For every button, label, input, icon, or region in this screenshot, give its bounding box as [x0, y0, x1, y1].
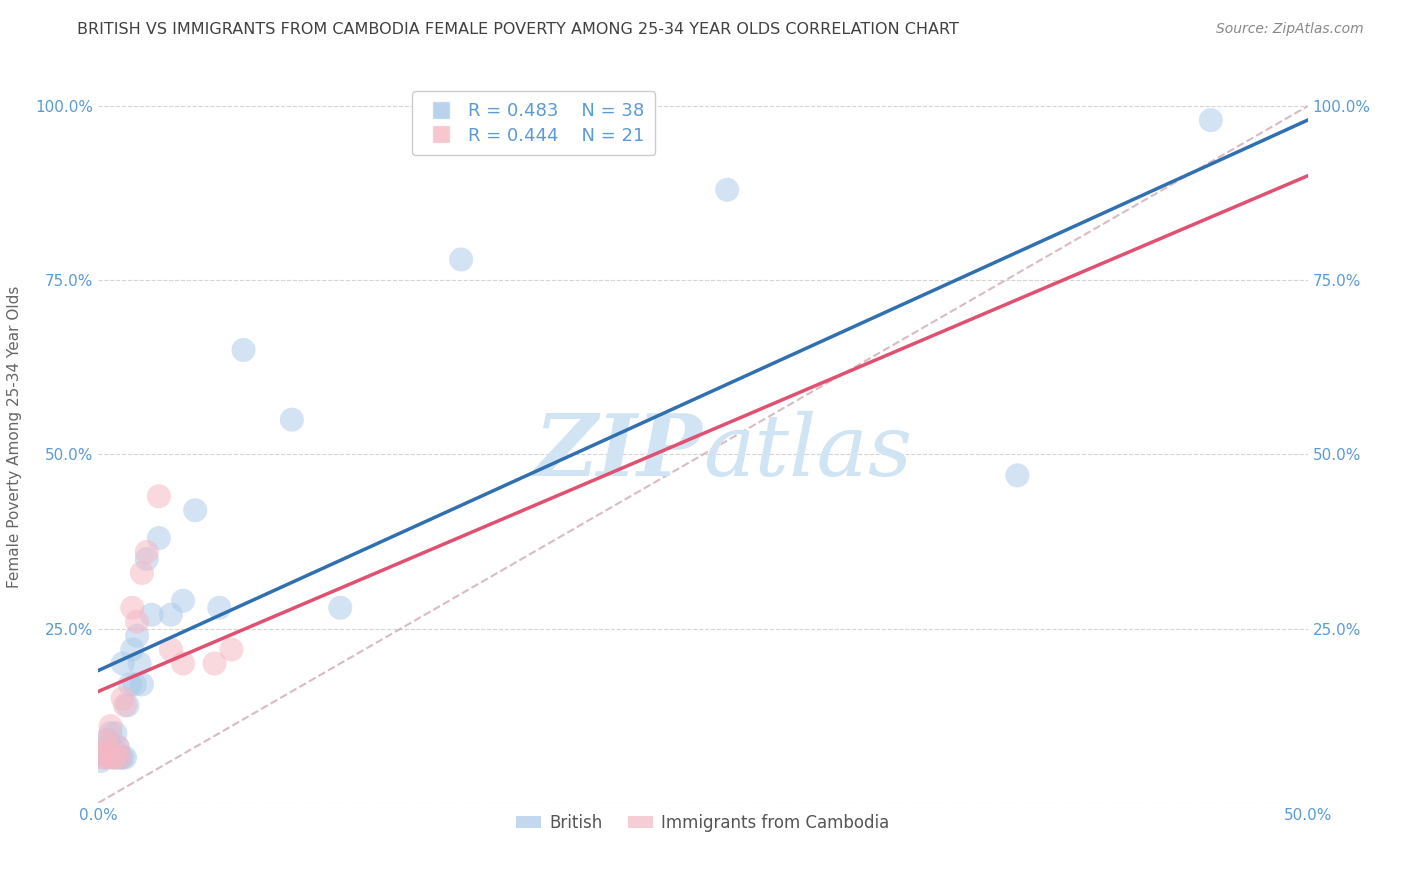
Point: [97, 747, 120, 761]
Point: [204, 657, 226, 671]
Point: [329, 600, 352, 615]
Point: [221, 642, 243, 657]
Point: [94, 733, 117, 747]
Point: [450, 252, 472, 267]
Point: [114, 750, 136, 764]
Point: [118, 677, 141, 691]
Point: [131, 566, 153, 580]
Point: [107, 740, 129, 755]
Point: [172, 657, 194, 671]
Point: [104, 743, 127, 757]
Point: [148, 489, 170, 503]
Point: [101, 750, 124, 764]
Point: [172, 594, 194, 608]
Point: [232, 343, 254, 357]
Point: [100, 719, 122, 733]
Point: [101, 750, 124, 764]
Text: ZIP: ZIP: [536, 410, 703, 493]
Text: BRITISH VS IMMIGRANTS FROM CAMBODIA FEMALE POVERTY AMONG 25-34 YEAR OLDS CORRELA: BRITISH VS IMMIGRANTS FROM CAMBODIA FEMA…: [77, 22, 959, 37]
Point: [94, 750, 117, 764]
Point: [107, 740, 129, 755]
Point: [104, 750, 127, 764]
Point: [121, 600, 143, 615]
Legend: British, Immigrants from Cambodia: British, Immigrants from Cambodia: [510, 807, 896, 838]
Point: [124, 677, 146, 691]
Point: [127, 615, 149, 629]
Point: [127, 629, 149, 643]
Point: [135, 545, 157, 559]
Point: [160, 642, 183, 657]
Point: [141, 607, 163, 622]
Point: [117, 698, 139, 713]
Point: [90, 754, 112, 768]
Point: [111, 657, 134, 671]
Point: [90, 750, 112, 764]
Point: [114, 698, 136, 713]
Point: [111, 750, 134, 764]
Point: [104, 726, 127, 740]
Point: [121, 642, 143, 657]
Point: [100, 726, 122, 740]
Point: [108, 750, 131, 764]
Point: [97, 733, 120, 747]
Point: [148, 531, 170, 545]
Point: [107, 750, 129, 764]
Point: [160, 607, 183, 622]
Point: [131, 677, 153, 691]
Point: [208, 600, 231, 615]
Point: [94, 750, 117, 764]
Y-axis label: Female Poverty Among 25-34 Year Olds: Female Poverty Among 25-34 Year Olds: [7, 286, 21, 588]
Point: [128, 657, 150, 671]
Point: [111, 691, 134, 706]
Point: [1007, 468, 1029, 483]
Text: Source: ZipAtlas.com: Source: ZipAtlas.com: [1216, 22, 1364, 37]
Point: [108, 750, 131, 764]
Point: [91, 747, 114, 761]
Point: [91, 747, 114, 761]
Point: [135, 552, 157, 566]
Point: [184, 503, 207, 517]
Point: [716, 183, 738, 197]
Point: [100, 747, 122, 761]
Point: [94, 740, 117, 755]
Point: [1199, 113, 1222, 128]
Text: atlas: atlas: [703, 410, 912, 493]
Point: [281, 412, 304, 426]
Point: [97, 740, 120, 755]
